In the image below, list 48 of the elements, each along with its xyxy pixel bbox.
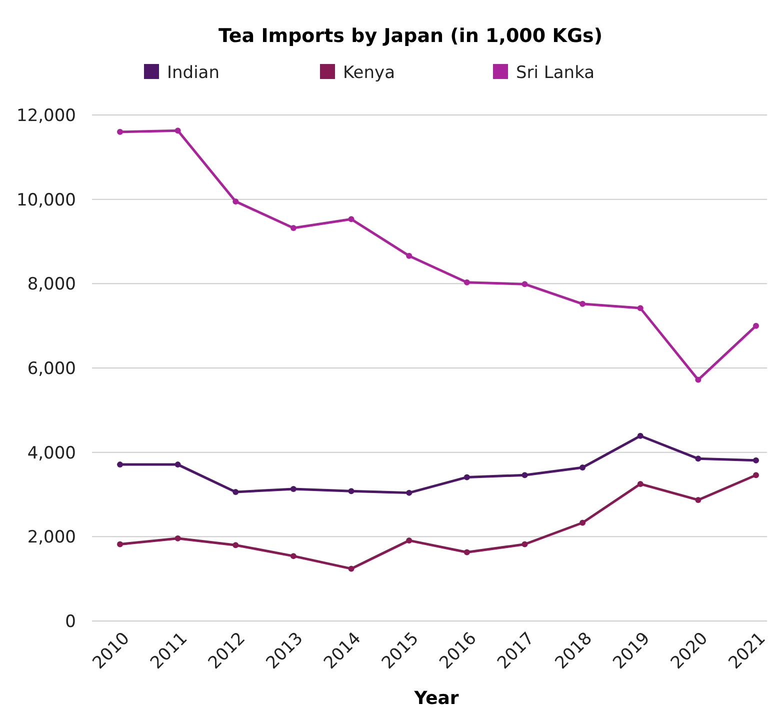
point bbox=[290, 486, 296, 492]
point bbox=[174, 128, 181, 134]
point bbox=[580, 300, 586, 307]
point bbox=[522, 541, 528, 548]
point bbox=[695, 376, 702, 383]
point bbox=[522, 281, 528, 288]
point bbox=[753, 457, 759, 464]
point bbox=[522, 472, 528, 478]
y-tick-label: 10,000 bbox=[16, 190, 76, 210]
point bbox=[464, 474, 470, 480]
y-tick-label: 6,000 bbox=[27, 358, 76, 379]
y-tick-label: 12,000 bbox=[16, 106, 76, 126]
point bbox=[753, 322, 759, 329]
legend-label: Indian bbox=[167, 62, 220, 83]
point bbox=[290, 553, 296, 560]
point bbox=[232, 198, 239, 204]
point bbox=[117, 462, 123, 468]
point bbox=[232, 542, 239, 548]
point bbox=[406, 537, 412, 544]
point bbox=[637, 305, 644, 312]
point bbox=[348, 216, 354, 222]
point bbox=[406, 252, 412, 259]
point bbox=[695, 496, 702, 503]
point bbox=[232, 488, 239, 495]
legend-label: Kenya bbox=[343, 62, 396, 83]
point bbox=[637, 432, 644, 439]
point bbox=[695, 456, 702, 462]
point bbox=[580, 520, 586, 526]
point bbox=[406, 490, 412, 496]
y-tick-label: 0 bbox=[65, 612, 76, 632]
y-tick-label: 2,000 bbox=[27, 528, 76, 548]
legend-label: Sri Lanka bbox=[516, 62, 595, 83]
point bbox=[348, 488, 354, 494]
point bbox=[464, 549, 470, 556]
point bbox=[753, 472, 759, 478]
point bbox=[637, 480, 644, 487]
chart-title: Tea Imports by Japan (in 1,000 KGs) bbox=[218, 25, 603, 47]
point bbox=[174, 535, 181, 542]
point bbox=[174, 462, 181, 468]
y-tick-label: 8,000 bbox=[27, 274, 76, 295]
point bbox=[348, 566, 354, 572]
point bbox=[464, 279, 470, 286]
point bbox=[290, 225, 296, 232]
point bbox=[117, 128, 123, 135]
point bbox=[117, 541, 123, 548]
y-tick-label: 4,000 bbox=[27, 443, 76, 464]
x-axis-title: Year bbox=[413, 688, 459, 709]
point bbox=[580, 464, 586, 471]
